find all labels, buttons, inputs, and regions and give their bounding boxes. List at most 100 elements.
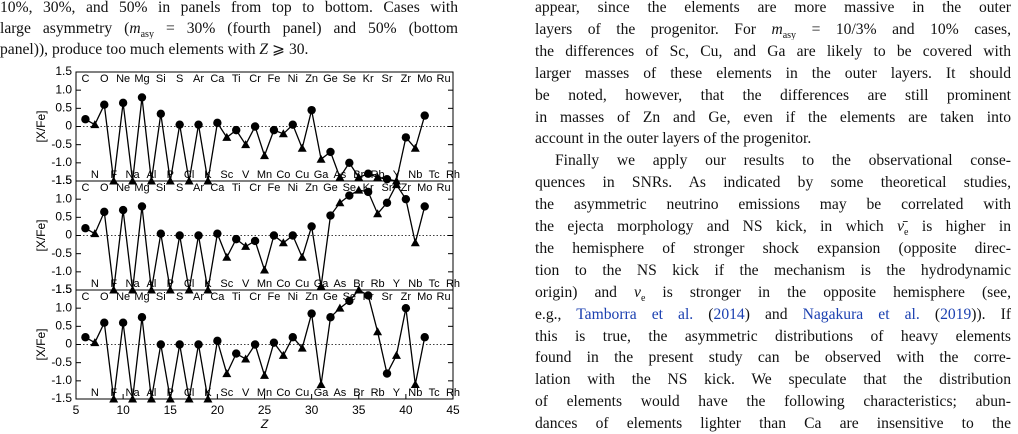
text: be noted, however, that the differences …: [535, 86, 1011, 104]
text: larger masses of these elements in the o…: [535, 64, 1011, 82]
text: 10%, 30%, and 50% in panels from top to …: [0, 0, 458, 16]
marker: [316, 281, 326, 290]
figure: -1.5-1.0-0.500.51.01.5CNOFNeNaMgAlSiPSCl…: [34, 64, 460, 431]
text-line: the asymmetric neutrino emissions may be…: [535, 195, 1011, 215]
marker: [288, 333, 297, 342]
element-label: Ti: [232, 73, 241, 85]
element-label: Tc: [429, 169, 441, 181]
text: the hemisphere of stronger shock expansi…: [535, 239, 1011, 257]
element-label: Ge: [323, 291, 338, 303]
text: = 30% (fourth panel) and 50% (bottom: [153, 19, 458, 37]
element-label: O: [100, 182, 109, 194]
y-tick-label: -1.5: [51, 391, 72, 405]
element-label: Tc: [429, 278, 441, 290]
element-label: Ar: [193, 73, 204, 85]
marker: [307, 222, 316, 231]
marker: [222, 132, 232, 141]
y-axis-label: [X/Fe]: [34, 219, 48, 251]
citation-link[interactable]: Tamborra et al.: [576, 305, 694, 323]
marker: [100, 207, 109, 217]
marker: [326, 211, 335, 220]
y-axis-label: [X/Fe]: [34, 328, 48, 360]
marker: [354, 185, 364, 194]
element-label: Br: [353, 387, 364, 399]
element-label: Nb: [408, 169, 422, 181]
text-line: tion to the NS kick if the mechanism is …: [535, 261, 1011, 281]
x-tick-label: 20: [211, 403, 225, 417]
x-tick-label: 10: [116, 403, 130, 417]
text-line: this is true, the asymmetric distributio…: [535, 327, 1011, 347]
marker: [363, 187, 373, 197]
element-label: Ru: [437, 182, 451, 194]
element-label: Ga: [314, 387, 330, 399]
marker: [90, 338, 100, 347]
element-label: Cl: [184, 387, 194, 399]
marker: [278, 350, 288, 359]
element-label: Fe: [268, 73, 281, 85]
element-label: O: [100, 291, 109, 303]
marker: [410, 238, 420, 247]
marker: [118, 205, 128, 215]
marker: [213, 118, 222, 128]
marker: [81, 224, 90, 233]
marker: [363, 291, 373, 300]
element-label: Se: [343, 73, 356, 85]
y-tick-label: -1.0: [51, 155, 72, 169]
marker: [326, 313, 335, 322]
element-label: N: [91, 387, 99, 399]
text: the differences of Sc, Cu, and Ga are li…: [535, 42, 1011, 60]
citation-link[interactable]: Nagakura et al.: [802, 305, 920, 323]
element-label: Ne: [116, 73, 130, 85]
marker: [354, 172, 364, 181]
marker: [241, 354, 251, 363]
marker: [307, 105, 316, 115]
marker: [250, 236, 260, 246]
marker: [118, 98, 128, 108]
marker: [420, 202, 429, 211]
text: lation with the NS kick. We speculate th…: [535, 371, 1011, 389]
x-tick-label: 30: [305, 403, 319, 417]
element-label: Zn: [305, 291, 318, 303]
marker: [363, 169, 373, 178]
text: is stronger in the opposite hemisphere (…: [645, 283, 1011, 301]
element-label: Mn: [257, 278, 272, 290]
marker: [410, 379, 420, 388]
math-subscript: e: [640, 292, 646, 303]
x-tick-label: 35: [352, 403, 366, 417]
element-label: Ge: [323, 182, 338, 194]
text: layers of the progenitor. For: [535, 20, 772, 38]
element-label: Fe: [268, 182, 281, 194]
marker: [382, 198, 392, 207]
text: quences in SNRs. As indicated by some th…: [535, 174, 1011, 192]
element-label: Zr: [401, 73, 412, 85]
element-label: Zr: [401, 182, 412, 194]
y-tick-label: 1.5: [55, 173, 72, 187]
element-label: P: [167, 387, 174, 399]
element-label: S: [176, 182, 183, 194]
element-label: Al: [147, 387, 157, 399]
element-label: Ru: [437, 291, 451, 303]
element-label: Ca: [210, 182, 225, 194]
marker: [297, 343, 307, 352]
marker: [250, 340, 260, 349]
element-label: Ca: [210, 291, 225, 303]
y-tick-label: -1.0: [51, 264, 72, 278]
element-label: Co: [276, 387, 290, 399]
citation-link[interactable]: 2019: [940, 305, 972, 323]
marker: [194, 120, 203, 129]
text: large asymmetry (: [0, 19, 130, 37]
math-symbol: m: [771, 20, 783, 38]
element-label: V: [242, 169, 250, 181]
element-label: Sc: [220, 169, 233, 181]
marker: [391, 180, 401, 189]
text-line: the differences of Sc, Cu, and Ga are li…: [535, 42, 1011, 62]
element-label: Nb: [408, 278, 422, 290]
math-subscript: asy: [782, 30, 797, 40]
marker: [382, 369, 392, 378]
text-line: dances of elements lighter than Ca are i…: [535, 414, 1011, 434]
element-label: Rb: [371, 278, 385, 290]
element-label: Cr: [249, 291, 261, 303]
element-label: Cl: [184, 278, 194, 290]
citation-link[interactable]: 2014: [713, 305, 745, 323]
